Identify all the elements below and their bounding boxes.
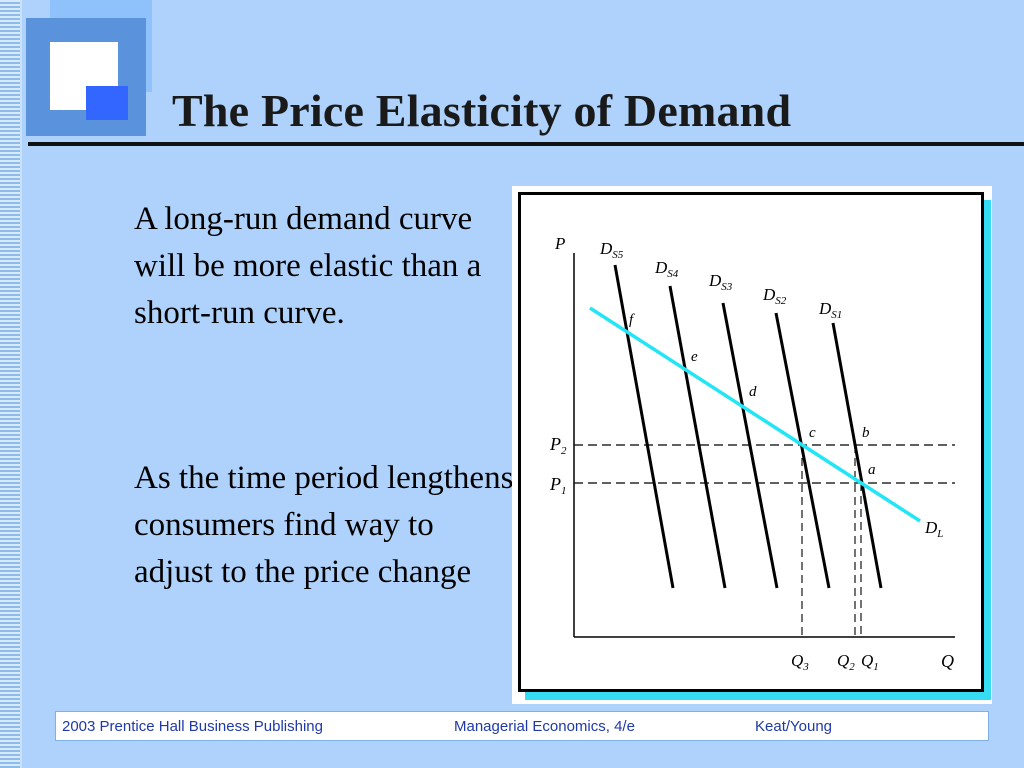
slide-title: The Price Elasticity of Demand: [172, 85, 792, 136]
curve-label-ds3: DS3: [708, 271, 733, 293]
point-label-f: f: [629, 312, 635, 328]
body-paragraph-1: A long-run demand curve will be more ela…: [134, 201, 482, 331]
slide-logo: [0, 0, 160, 150]
curve-label-ds1: DS1: [818, 299, 842, 321]
slide-footer: 2003 Prentice Hall Business Publishing M…: [55, 711, 989, 741]
curve-label-dl: DL: [924, 518, 943, 540]
point-label-a: a: [868, 462, 876, 478]
quantity-label-q1: Q1: [861, 651, 879, 673]
footer-publisher: 2003 Prentice Hall Business Publishing: [62, 718, 323, 735]
demand-curve-ds4: [668, 285, 727, 589]
demand-curve-ds1: [831, 322, 883, 589]
footer-book-title: Managerial Economics, 4/e: [454, 718, 635, 735]
left-decorative-stripe: [0, 0, 22, 768]
quantity-label-q3: Q3: [791, 651, 809, 673]
demand-curve-ds5: [613, 264, 675, 589]
body-paragraph-2: As the time period lengthens consumers f…: [134, 460, 514, 590]
x-axis-label: Q: [941, 651, 954, 671]
point-label-d: d: [749, 384, 757, 400]
demand-curve-dl: [589, 306, 921, 523]
point-label-e: e: [691, 349, 698, 365]
point-label-b: b: [862, 425, 870, 441]
price-label-p1: P1: [549, 474, 567, 497]
demand-curve-ds2: [774, 312, 831, 589]
price-label-p2: P2: [549, 434, 567, 457]
footer-authors: Keat/Young: [755, 718, 833, 735]
curve-label-ds5: DS5: [599, 239, 624, 261]
point-label-c: c: [809, 425, 816, 441]
curve-label-ds4: DS4: [654, 258, 679, 280]
title-divider: [28, 142, 1024, 146]
curve-label-ds2: DS2: [762, 285, 787, 307]
demand-curve-ds3: [721, 302, 779, 589]
demand-diagram: P Q P2 P1 Q3 Q2 Q1 DS5 DS4 DS3 DS2 DS1 D…: [518, 192, 984, 692]
y-axis-label: P: [554, 234, 565, 253]
quantity-label-q2: Q2: [837, 651, 855, 673]
